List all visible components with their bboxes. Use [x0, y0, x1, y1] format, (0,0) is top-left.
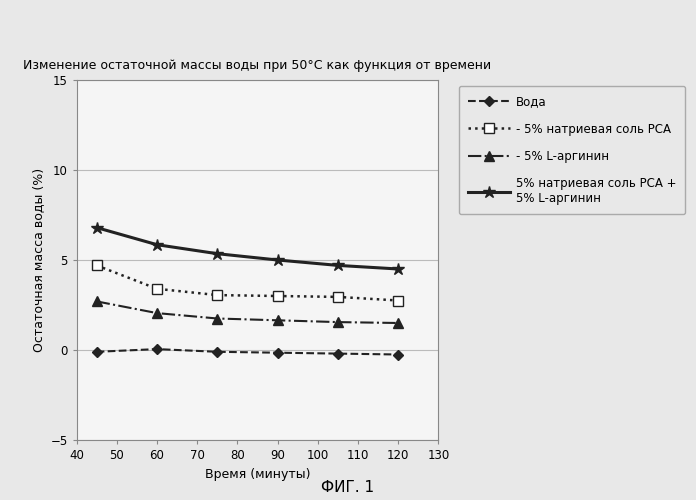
Line: Вода: Вода: [93, 346, 402, 358]
Y-axis label: Остаточная масса воды (%): Остаточная масса воды (%): [32, 168, 45, 352]
- 5% натриевая соль PCA: [153, 286, 161, 292]
5% натриевая соль PCA +
5% L-аргинин: [213, 250, 221, 256]
- 5% L-аргинин: [153, 310, 161, 316]
- 5% натриевая соль PCA: [213, 292, 221, 298]
- 5% натриевая соль PCA: [334, 294, 342, 300]
Line: - 5% L-аргинин: - 5% L-аргинин: [92, 296, 403, 328]
5% натриевая соль PCA +
5% L-аргинин: [153, 242, 161, 248]
5% натриевая соль PCA +
5% L-аргинин: [394, 266, 402, 272]
Вода: [153, 346, 161, 352]
5% натриевая соль PCA +
5% L-аргинин: [274, 257, 282, 263]
5% натриевая соль PCA +
5% L-аргинин: [334, 262, 342, 268]
- 5% L-аргинин: [334, 319, 342, 325]
Вода: [93, 349, 101, 355]
Text: ФИГ. 1: ФИГ. 1: [322, 480, 374, 495]
- 5% L-аргинин: [394, 320, 402, 326]
- 5% L-аргинин: [274, 318, 282, 324]
5% натриевая соль PCA +
5% L-аргинин: [93, 224, 101, 230]
Title: Изменение остаточной массы воды при 50°C как функция от времени: Изменение остаточной массы воды при 50°C…: [24, 59, 491, 72]
Вода: [334, 350, 342, 356]
- 5% натриевая соль PCA: [274, 293, 282, 299]
X-axis label: Время (минуты): Время (минуты): [205, 468, 310, 480]
- 5% L-аргинин: [93, 298, 101, 304]
Line: - 5% натриевая соль PCA: - 5% натриевая соль PCA: [92, 260, 403, 306]
- 5% натриевая соль PCA: [394, 298, 402, 304]
Вода: [213, 349, 221, 355]
Legend: Вода, - 5% натриевая соль PCA, - 5% L-аргинин, 5% натриевая соль PCA +
5% L-арги: Вода, - 5% натриевая соль PCA, - 5% L-ар…: [459, 86, 686, 214]
- 5% натриевая соль PCA: [93, 262, 101, 268]
Вода: [274, 350, 282, 356]
Line: 5% натриевая соль PCA +
5% L-аргинин: 5% натриевая соль PCA + 5% L-аргинин: [90, 222, 404, 275]
- 5% L-аргинин: [213, 316, 221, 322]
Вода: [394, 352, 402, 358]
